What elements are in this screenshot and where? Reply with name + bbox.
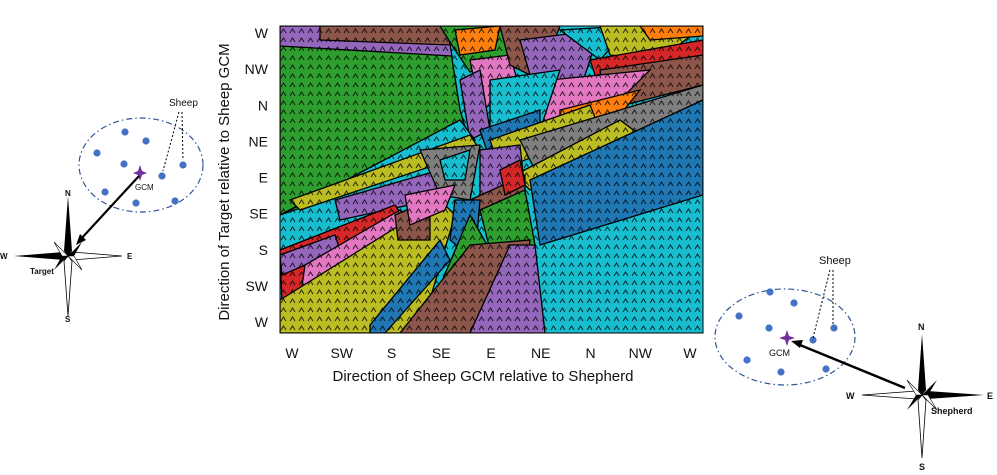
left-sheep-diagram: GCM Sheep N S W E Target: [0, 98, 204, 324]
y-tick-label: E: [259, 170, 268, 186]
left-sheep-dot: [171, 197, 179, 205]
left-sheep-dot: [101, 188, 109, 196]
right-sheep-dot: [809, 336, 817, 344]
right-compass-e: E: [987, 391, 993, 401]
right-sheep-leader-2: [812, 269, 831, 339]
left-sheep-dots: [93, 128, 187, 207]
x-tick-label: SW: [330, 345, 353, 361]
x-tick-label: SE: [432, 345, 451, 361]
left-sheep-dot: [93, 149, 101, 157]
left-sheep-dot: [142, 137, 150, 145]
right-sheep-dot: [735, 312, 743, 320]
right-sheep-dot: [790, 299, 798, 307]
x-axis-ticks: W SW S SE E NE N NW W: [285, 345, 697, 361]
y-tick-label: NE: [249, 133, 268, 149]
right-shepherd-label: Shepherd: [931, 406, 973, 416]
left-sheep-dot: [132, 199, 140, 207]
y-tick-label: N: [258, 97, 268, 113]
right-sheep-dot: [830, 324, 838, 332]
left-compass-icon: [14, 196, 123, 317]
region-plot: [280, 26, 703, 333]
x-tick-label: NE: [531, 345, 550, 361]
y-tick-label: NW: [245, 61, 269, 77]
plot-frame: [279, 25, 704, 334]
left-arrow-head-icon: [76, 234, 86, 245]
x-axis-label: Direction of Sheep GCM relative to Sheph…: [333, 368, 634, 385]
right-direction-arrow: [799, 343, 906, 390]
y-tick-label: S: [259, 242, 268, 258]
left-compass-e: E: [127, 252, 133, 261]
right-sheep-dots: [735, 288, 838, 376]
left-direction-arrow: [79, 175, 140, 241]
y-tick-label: W: [255, 25, 269, 41]
left-gcm-star-icon: [133, 165, 147, 181]
left-sheep-label: Sheep: [169, 98, 198, 109]
x-tick-label: E: [486, 345, 495, 361]
y-axis-ticks: W NW N NE E SE S SW W: [245, 25, 269, 330]
right-gcm-star-icon: [779, 330, 795, 346]
right-flock-boundary: [714, 288, 856, 386]
right-sheep-diagram: GCM Sheep N S W E Shepherd: [714, 255, 993, 472]
hatch-overlay: [280, 26, 703, 333]
left-compass-w: W: [0, 252, 8, 261]
right-gcm-label: GCM: [769, 348, 790, 358]
left-flock-boundary: [78, 117, 204, 213]
left-gcm-label: GCM: [135, 183, 154, 192]
x-tick-label: NW: [629, 345, 653, 361]
right-compass-n: N: [918, 322, 925, 332]
right-sheep-dot: [765, 324, 773, 332]
right-sheep-dot: [743, 356, 751, 364]
x-tick-label: N: [585, 345, 595, 361]
y-axis-label: Direction of Target relative to Sheep GC…: [216, 43, 233, 320]
left-sheep-dot: [121, 128, 129, 136]
left-sheep-leader-2: [162, 111, 180, 172]
x-tick-label: S: [387, 345, 396, 361]
right-compass-w: W: [846, 391, 855, 401]
left-target-label: Target: [30, 267, 54, 276]
x-tick-label: W: [683, 345, 697, 361]
y-tick-label: W: [255, 314, 269, 330]
x-tick-label: W: [285, 345, 299, 361]
right-arrow-head-icon: [791, 340, 803, 348]
left-sheep-dot: [179, 161, 187, 169]
left-sheep-dot: [120, 160, 128, 168]
y-tick-label: SW: [245, 278, 268, 294]
right-compass-icon: [861, 334, 984, 459]
right-sheep-dot: [777, 368, 785, 376]
left-sheep-leader-1: [181, 111, 184, 161]
y-tick-label: SE: [249, 206, 268, 222]
right-sheep-dot: [766, 288, 774, 296]
left-sheep-dot: [158, 172, 166, 180]
left-compass-s: S: [65, 315, 71, 324]
right-sheep-dot: [822, 365, 830, 373]
right-compass-s: S: [919, 462, 925, 472]
right-sheep-label: Sheep: [819, 255, 851, 267]
left-compass-n: N: [65, 189, 71, 198]
